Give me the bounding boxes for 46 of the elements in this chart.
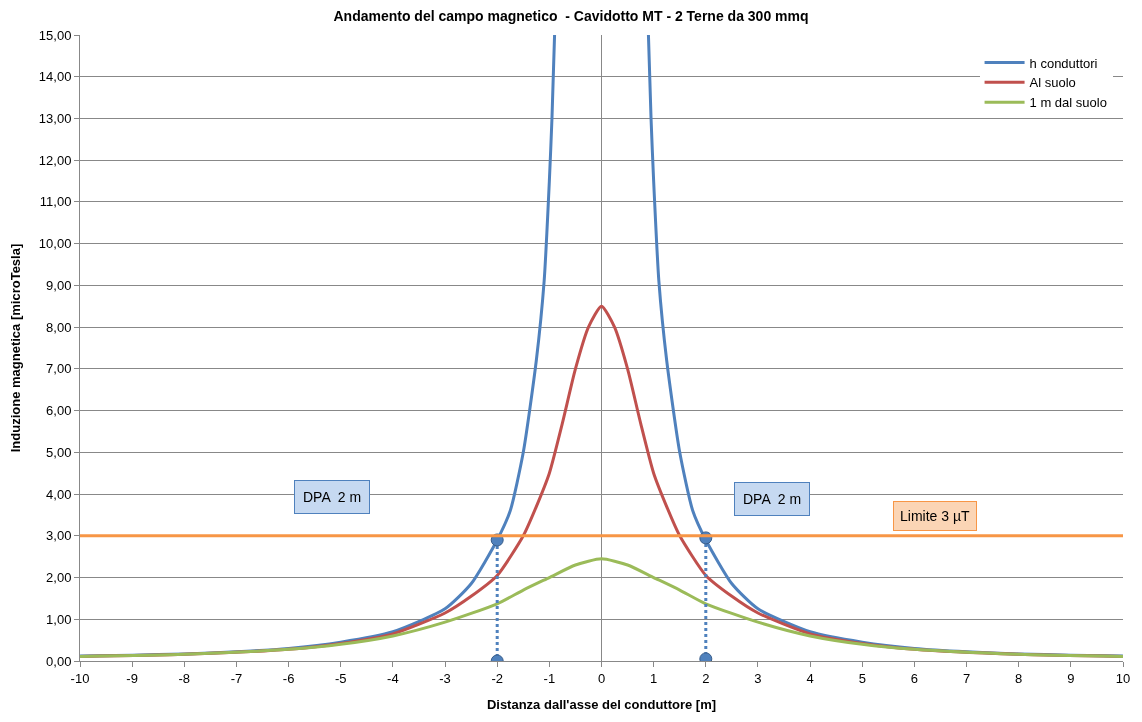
y-tick-label: 6,00 (46, 403, 72, 419)
y-tick-label: 2,00 (46, 570, 72, 586)
x-tick-label: 3 (754, 670, 762, 686)
y-tick-label: 11,00 (39, 194, 72, 210)
y-tick-label: 13,00 (38, 111, 72, 127)
x-tick-label: -8 (178, 670, 191, 686)
x-tick-label: -9 (126, 670, 138, 686)
legend-label: 1 m dal suolo (1029, 95, 1107, 111)
x-tick-label: -6 (282, 670, 295, 686)
y-tick-label: 14,00 (38, 69, 72, 85)
x-tick-label: 1 (650, 670, 658, 686)
y-tick-label: 5,00 (46, 444, 72, 460)
x-tick-label: 0 (597, 670, 606, 686)
x-tick-label: -7 (230, 670, 243, 686)
y-tick-label: 3,00 (46, 528, 72, 544)
y-tick-label: 8,00 (46, 319, 72, 335)
y-tick-label: 0,00 (46, 653, 72, 669)
x-tick-label: -1 (543, 670, 556, 686)
y-tick-label: 7,00 (46, 361, 72, 377)
y-tick-label: 9,00 (46, 277, 72, 293)
x-tick-label: 10 (1115, 670, 1131, 686)
legend-label: h conduttori (1029, 55, 1098, 71)
y-tick-label: 4,00 (46, 486, 72, 502)
x-tick-label: 6 (910, 670, 919, 686)
x-tick-label: -2 (491, 670, 503, 686)
x-tick-label: -4 (387, 670, 399, 686)
annotation: DPA 2 m (743, 491, 802, 507)
x-tick-label: 8 (1015, 670, 1023, 686)
x-tick-label: -10 (70, 670, 90, 686)
x-tick-label: 9 (1067, 670, 1075, 686)
y-tick-label: 10,00 (38, 236, 72, 252)
ref-line-label: Limite 3 µT (900, 508, 970, 524)
chart-title: Andamento del campo magnetico - Cavidotto MT - 2 Terne da 300 mmq (333, 7, 809, 24)
x-tick-label: 5 (858, 670, 866, 686)
x-tick-label: 2 (702, 670, 710, 686)
x-tick-label: 7 (962, 670, 971, 686)
x-axis-title: Distanza dall'asse del conduttore [m] (486, 697, 717, 713)
y-tick-label: 1,00 (46, 611, 72, 627)
x-tick-label: 4 (806, 670, 814, 686)
legend-label: Al suolo (1029, 75, 1076, 91)
y-tick-label: 15,00 (38, 27, 72, 43)
y-tick-label: 12,00 (38, 152, 72, 168)
y-axis-title: Induzione magnetica [microTesla] (7, 243, 23, 453)
annotation: DPA 2 m (303, 489, 362, 505)
x-tick-label: -3 (439, 670, 451, 686)
x-tick-label: -5 (334, 670, 347, 686)
